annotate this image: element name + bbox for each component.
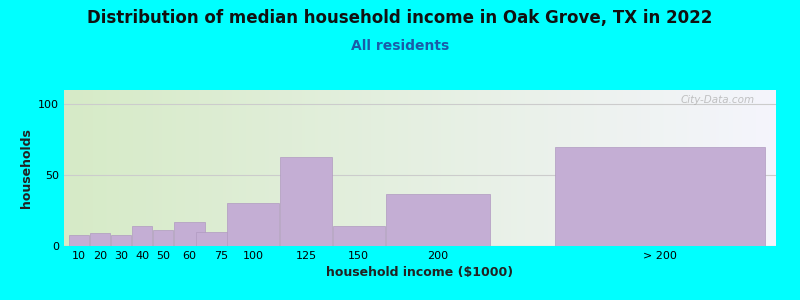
Bar <box>90 233 110 246</box>
Bar <box>111 235 131 246</box>
Bar <box>174 222 205 246</box>
Bar <box>333 226 385 246</box>
Bar <box>132 226 152 246</box>
Bar <box>227 203 279 246</box>
Bar <box>154 230 174 246</box>
Text: All residents: All residents <box>351 39 449 53</box>
Text: City-Data.com: City-Data.com <box>681 95 754 105</box>
Bar <box>386 194 490 246</box>
Bar <box>195 232 247 246</box>
Bar <box>554 147 765 246</box>
Bar <box>280 157 332 246</box>
X-axis label: household income ($1000): household income ($1000) <box>326 266 514 279</box>
Y-axis label: households: households <box>19 128 33 208</box>
Text: Distribution of median household income in Oak Grove, TX in 2022: Distribution of median household income … <box>87 9 713 27</box>
Bar <box>69 235 89 246</box>
